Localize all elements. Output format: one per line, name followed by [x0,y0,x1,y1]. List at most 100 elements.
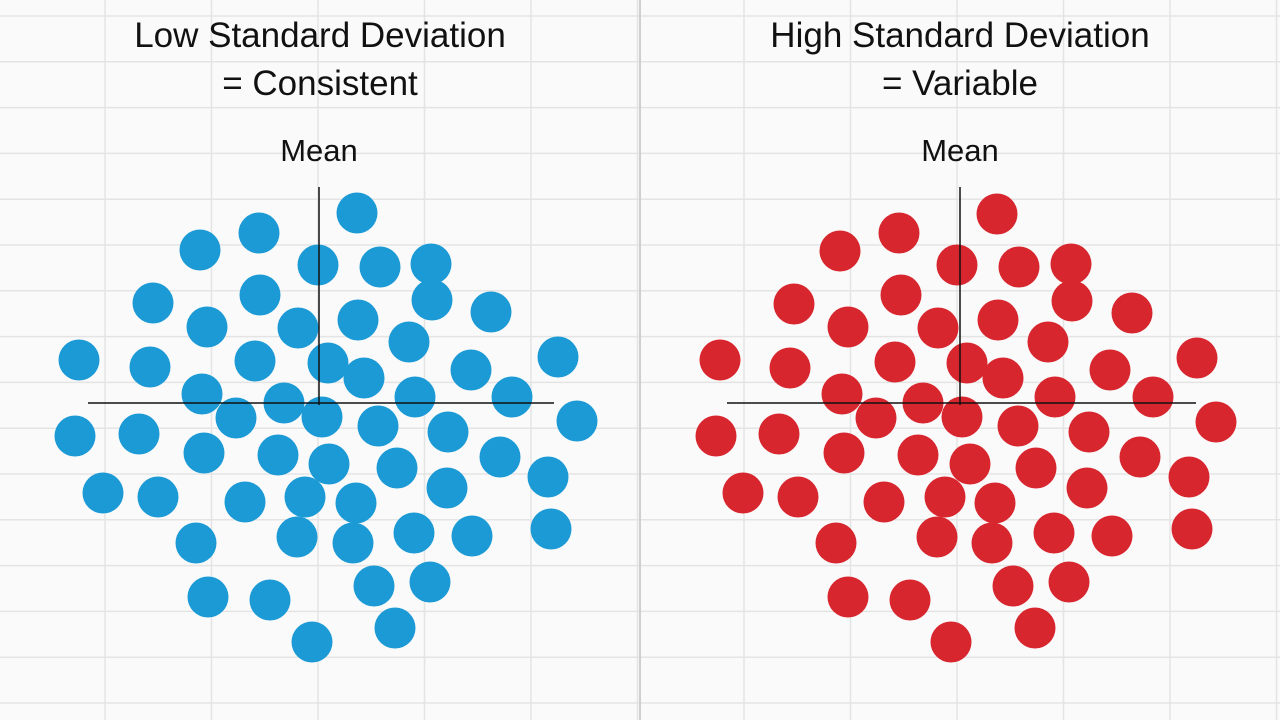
red-dot [897,434,939,476]
blue-dot [411,279,453,321]
blue-dot [277,307,319,349]
left-mean-label: Mean [280,133,358,168]
red-dot [1027,321,1069,363]
red-dot [916,516,958,558]
red-dot [777,476,819,518]
blue-dot [394,376,436,418]
right-title-line1: High Standard Deviation [770,16,1150,55]
red-dot [1111,292,1153,334]
red-dot [941,396,983,438]
left-title-line1: Low Standard Deviation [134,16,506,55]
blue-dot [426,467,468,509]
blue-dot [336,192,378,234]
red-dot [974,482,1016,524]
red-dot [1195,401,1237,443]
red-dot [1132,376,1174,418]
blue-dot [427,411,469,453]
blue-dot [179,229,221,271]
blue-dot [276,516,318,558]
blue-dot [187,576,229,618]
blue-dot [307,342,349,384]
red-dot [821,373,863,415]
red-dot [889,579,931,621]
red-dot [819,230,861,272]
red-dot [773,283,815,325]
blue-dot [54,415,96,457]
blue-dot [343,357,385,399]
blue-dot [129,346,171,388]
blue-dot [332,522,374,564]
blue-dot [393,512,435,554]
red-dot [949,443,991,485]
red-dot [982,357,1024,399]
blue-dot [308,443,350,485]
blue-dot [137,476,179,518]
blue-dot [374,607,416,649]
blue-dot [239,274,281,316]
left-dots [54,192,598,663]
red-dot [924,476,966,518]
blue-dot [284,476,326,518]
blue-dot [224,481,266,523]
red-dot [1048,561,1090,603]
red-dot [977,299,1019,341]
red-dot [1050,243,1092,285]
red-dot [855,397,897,439]
blue-dot [301,396,343,438]
left-title: Low Standard Deviation = Consistent [0,12,640,108]
red-dot [946,342,988,384]
blue-dot [58,339,100,381]
blue-dot [359,246,401,288]
red-dot [863,481,905,523]
red-dot [815,522,857,564]
blue-dot [353,565,395,607]
blue-dot [132,282,174,324]
blue-dot [527,456,569,498]
red-dot [992,565,1034,607]
red-dot [1171,508,1213,550]
red-dot [1033,512,1075,554]
blue-dot [181,373,223,415]
blue-dot [556,400,598,442]
blue-dot [357,405,399,447]
red-dot [1091,515,1133,557]
blue-dot [337,299,379,341]
red-dot [1168,456,1210,498]
red-dot [1014,607,1056,649]
blue-dot [537,336,579,378]
red-dot [997,405,1039,447]
blue-dot [183,432,225,474]
right-title: High Standard Deviation = Variable [640,12,1280,108]
left-title-line2: = Consistent [222,64,418,103]
blue-dot [410,243,452,285]
right-mean-label: Mean [921,133,999,168]
red-dot [930,621,972,663]
blue-dot [409,561,451,603]
red-dot [917,307,959,349]
blue-dot [82,472,124,514]
red-dot [874,341,916,383]
red-dot [936,244,978,286]
blue-dot [118,413,160,455]
red-dot [769,347,811,389]
blue-dot [186,306,228,348]
red-dot [758,413,800,455]
red-dot [998,246,1040,288]
red-dot [827,576,869,618]
red-dot [1066,467,1108,509]
blue-dot [291,621,333,663]
blue-dot [470,291,512,333]
blue-dot [297,244,339,286]
blue-dot [530,508,572,550]
red-dot [823,432,865,474]
red-dot [699,339,741,381]
red-dot [1051,280,1093,322]
blue-dot [249,579,291,621]
blue-dot [175,522,217,564]
blue-dot [335,482,377,524]
red-dot [722,472,764,514]
blue-dot [450,349,492,391]
red-dot [880,274,922,316]
blue-dot [215,397,257,439]
right-dots [695,193,1237,663]
